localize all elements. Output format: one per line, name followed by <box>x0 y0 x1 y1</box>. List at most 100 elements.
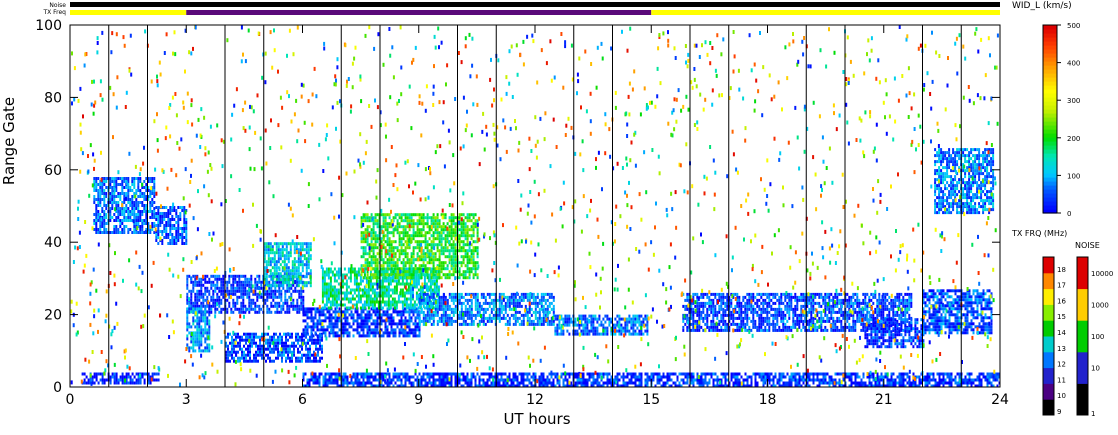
echo-cell <box>374 322 377 326</box>
echo-cell <box>544 298 547 302</box>
echo-cell <box>260 283 263 287</box>
echo-cell <box>196 310 199 314</box>
echo-cell <box>536 319 539 323</box>
echo-cell <box>301 242 304 246</box>
echo-cell <box>616 314 619 318</box>
echo-cell <box>200 349 203 353</box>
echo-cell <box>404 316 407 320</box>
echo-cell <box>93 195 96 198</box>
echo-cell <box>232 301 235 305</box>
echo-cell <box>434 270 437 274</box>
echo-cell <box>299 263 302 267</box>
echo-cell <box>297 356 299 360</box>
echo-cell <box>434 313 437 317</box>
echo-cell <box>279 254 282 258</box>
echo-cell <box>239 359 241 363</box>
echo-cell <box>584 332 587 336</box>
echo-cell <box>474 246 477 250</box>
echo-cell <box>309 347 311 351</box>
echo-cell <box>183 227 186 230</box>
echo-cell <box>526 310 529 314</box>
echo-cell <box>398 322 401 326</box>
echo-cell <box>528 319 531 323</box>
echo-cell <box>353 282 356 286</box>
echo-cell <box>318 310 321 314</box>
echo-cell <box>696 292 699 296</box>
echo-cell <box>506 322 509 326</box>
echo-cell <box>360 222 363 226</box>
echo-cell <box>716 310 719 314</box>
echo-cell <box>289 347 291 351</box>
echo-cell <box>742 298 745 302</box>
echo-cell <box>294 304 297 308</box>
echo-cell <box>646 323 649 327</box>
echo-cell <box>181 242 184 245</box>
echo-cell <box>327 285 330 289</box>
echo-cell <box>394 255 397 259</box>
echo-cell <box>514 322 517 326</box>
echo-cell <box>143 222 146 225</box>
echo-cell <box>360 234 363 238</box>
echo-cell <box>430 270 433 274</box>
echo-cell <box>632 329 635 333</box>
echo-cell <box>402 319 405 323</box>
echo-cell <box>367 297 370 301</box>
echo-cell <box>413 282 416 286</box>
echo-cell <box>478 319 481 323</box>
echo-cell <box>202 283 205 287</box>
echo-cell <box>422 322 425 326</box>
echo-cell <box>295 269 298 273</box>
echo-cell <box>304 319 307 323</box>
echo-cell <box>399 300 402 304</box>
echo-cell <box>462 295 465 299</box>
echo-cell <box>279 338 281 342</box>
echo-cell <box>688 295 691 299</box>
echo-cell <box>391 300 394 304</box>
echo-cell <box>734 292 737 296</box>
echo-cell <box>369 288 372 292</box>
txfreq-bar-segment <box>70 10 187 15</box>
echo-cell <box>740 301 743 305</box>
echo-cell <box>398 331 401 335</box>
echo-cell <box>299 350 301 354</box>
echo-cell <box>421 288 424 292</box>
echo-cell <box>592 329 595 333</box>
echo-cell <box>287 356 289 360</box>
echo-cell <box>548 310 551 314</box>
echo-cell <box>335 300 338 304</box>
echo-cell <box>398 328 401 332</box>
echo-cell <box>320 310 323 314</box>
echo-cell <box>190 298 193 302</box>
echo-cell <box>139 228 142 231</box>
echo-cell <box>490 310 493 314</box>
echo-cell <box>300 295 303 299</box>
echo-cell <box>412 331 415 335</box>
echo-cell <box>628 314 631 318</box>
echo-cell <box>269 251 272 255</box>
echo-cell <box>476 276 479 280</box>
echo-cell <box>464 234 467 238</box>
echo-cell <box>227 359 229 363</box>
echo-cell <box>375 300 378 304</box>
echo-cell <box>204 307 207 311</box>
echo-cell <box>250 298 253 302</box>
echo-cell <box>230 289 233 293</box>
echo-cell <box>277 260 280 264</box>
echo-cell <box>448 304 451 308</box>
echo-cell <box>389 306 392 310</box>
echo-cell <box>444 255 447 259</box>
echo-cell <box>386 334 389 338</box>
echo-cell <box>476 219 479 223</box>
echo-cell <box>341 273 344 277</box>
echo-cell <box>388 222 391 226</box>
echo-cell <box>562 320 565 324</box>
echo-cell <box>387 303 390 307</box>
echo-cell <box>188 310 191 314</box>
echo-cell <box>244 274 247 278</box>
echo-cell <box>406 237 409 241</box>
echo-cell <box>336 334 339 338</box>
echo-cell <box>131 204 134 207</box>
echo-cell <box>696 310 699 314</box>
echo-cell <box>744 325 747 329</box>
echo-cell <box>692 301 695 305</box>
